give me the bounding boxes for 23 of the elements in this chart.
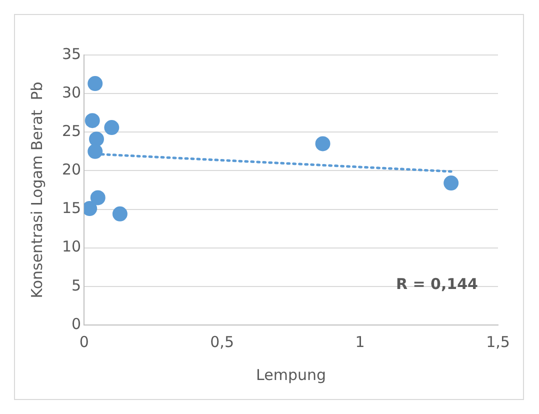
y-tick-label: 30 [62, 83, 82, 102]
point [315, 136, 330, 152]
point [90, 190, 106, 206]
x-tick-label: 1,5 [486, 332, 510, 351]
point [88, 76, 103, 92]
y-tick-label: 15 [62, 199, 82, 218]
y-axis-title: Konsentrasi Logam Berat Pb [28, 82, 46, 298]
point [104, 120, 120, 136]
point [88, 144, 103, 159]
x-tick-label: 1 [355, 332, 365, 351]
y-tick-label: 10 [62, 238, 82, 256]
y-tick-label: 35 [62, 44, 82, 63]
point [84, 113, 100, 128]
y-tick-label: 25 [62, 122, 82, 140]
annotation: R = 0,144 [396, 274, 478, 293]
x-axis-title: Lempung [256, 366, 326, 384]
point [112, 206, 128, 222]
x-tick-label: 0,5 [210, 332, 234, 351]
point [89, 132, 104, 147]
y-tick-label: 20 [62, 160, 82, 179]
y-tick-label: 0 [72, 314, 82, 333]
y-tick-label: 5 [72, 276, 82, 294]
point [444, 176, 459, 191]
